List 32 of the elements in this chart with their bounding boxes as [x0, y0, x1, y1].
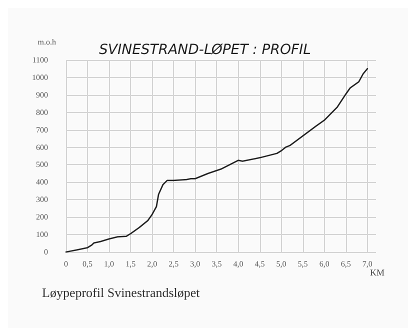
x-tick-label: 3,5	[212, 260, 222, 268]
x-tick-label: 0	[64, 260, 68, 268]
x-tick-label: 4,0	[233, 260, 244, 268]
x-tick-label: 0,5	[82, 260, 93, 268]
y-tick-label: 1100	[32, 56, 48, 64]
y-tick-label: 500	[36, 160, 48, 170]
y-tick-label: 200	[36, 212, 48, 222]
y-tick-label: 100	[36, 230, 48, 240]
y-axis-title: m.o.h	[38, 38, 56, 46]
y-tick-label: 900	[36, 90, 48, 100]
x-tick-label: 2,0	[147, 260, 158, 268]
y-tick-label: 800	[36, 108, 48, 117]
y-tick-label: 300	[36, 195, 48, 204]
text: Løypeprofil Svinestrandsløpet	[42, 285, 200, 300]
x-tick-label: 1,5	[126, 260, 136, 268]
y-tick-label: 400	[36, 178, 48, 187]
line-series	[65, 68, 368, 253]
x-tick-label: 1,0	[104, 260, 114, 268]
x-tick-label: 3,0	[190, 260, 200, 268]
y-tick-label: 1000	[32, 72, 48, 82]
x-tick-label: 6,5	[340, 260, 351, 268]
x-tick-label: 4,5	[254, 260, 265, 268]
x-tick-label: 7,0	[362, 260, 372, 268]
y-tick-label: 700	[36, 125, 48, 134]
x-tick-label: 5,5	[298, 260, 308, 268]
y-tick-label: 600	[36, 142, 48, 152]
x-axis-title: KM	[370, 268, 385, 278]
x-tick-label: 6,0	[319, 260, 330, 268]
x-tick-label: 2,5	[168, 260, 179, 268]
x-tick-label: 5,0	[276, 260, 286, 268]
chart-title: SVINESTRAND-LØPET : PROFIL	[99, 42, 311, 58]
y-tick-label: 0	[44, 248, 48, 256]
